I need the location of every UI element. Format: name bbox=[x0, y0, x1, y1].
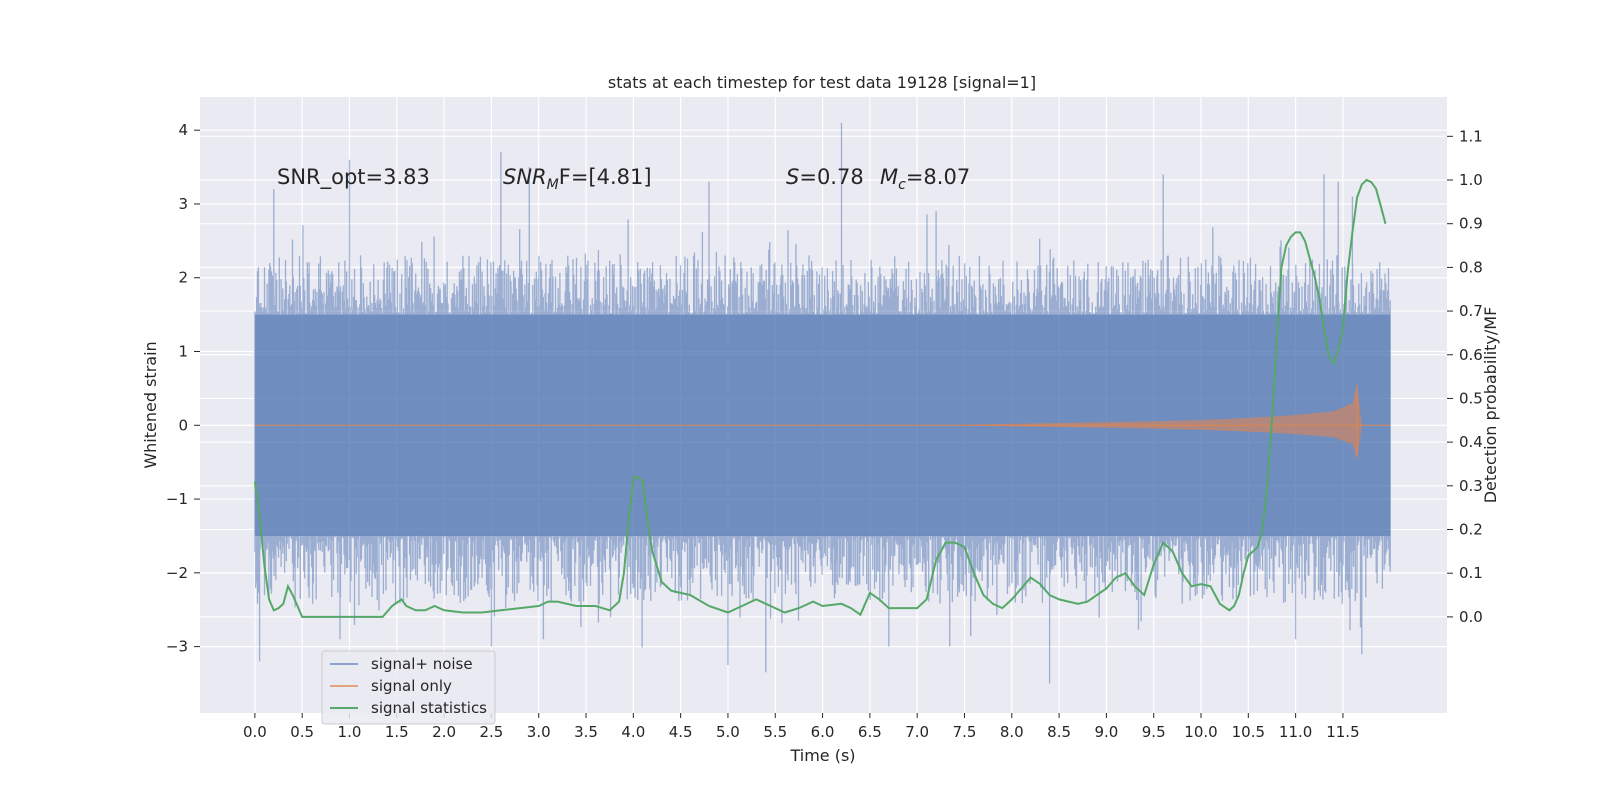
s-annotation: S=0.78 bbox=[786, 165, 864, 189]
x-tick-label: 4.5 bbox=[669, 723, 693, 741]
x-tick-label: 4.0 bbox=[621, 723, 645, 741]
x-tick-label: 6.5 bbox=[858, 723, 882, 741]
x-tick-label: 2.5 bbox=[479, 723, 503, 741]
y-ticks-right: 1.1 1.0 0.9 0.8 0.7 0.6 0.5 0.4 0.3 0.2 0.1 0.0 bbox=[1447, 127, 1483, 626]
x-tick-label: 1.5 bbox=[385, 723, 409, 741]
x-tick-label: 3.5 bbox=[574, 723, 598, 741]
chart-title: stats at each timestep for test data 191… bbox=[608, 73, 1036, 92]
legend-box bbox=[321, 650, 496, 725]
y-tick-label-left: −2 bbox=[166, 564, 188, 582]
y-tick-label-right: 0.9 bbox=[1459, 215, 1483, 233]
signal-statistics-line bbox=[253, 178, 1387, 618]
snr-mf-main: SNR bbox=[503, 165, 547, 189]
y-tick-label-right: 0.0 bbox=[1459, 608, 1483, 626]
legend-label-signal-statistics: signal statistics bbox=[371, 699, 487, 717]
legend: signal+ noise signal only signal statist… bbox=[321, 650, 496, 725]
y-tick-label-left: 0 bbox=[178, 416, 188, 434]
y-tick-label-left: 1 bbox=[178, 343, 188, 361]
x-tick-label: 1.0 bbox=[338, 723, 362, 741]
y-tick-label-left: 2 bbox=[178, 269, 188, 287]
x-tick-label: 0.5 bbox=[290, 723, 314, 741]
y-tick-label-right: 0.5 bbox=[1459, 389, 1483, 407]
x-tick-label: 3.0 bbox=[527, 723, 551, 741]
x-axis-label: Time (s) bbox=[789, 746, 855, 765]
x-tick-label: 6.0 bbox=[811, 723, 835, 741]
y-tick-label-left: −3 bbox=[166, 638, 188, 656]
x-tick-label: 10.0 bbox=[1184, 723, 1217, 741]
y-tick-label-right: 0.1 bbox=[1459, 564, 1483, 582]
y-tick-label-right: 0.7 bbox=[1459, 302, 1483, 320]
x-tick-label: 0.0 bbox=[243, 723, 267, 741]
signal-only-series bbox=[254, 384, 1391, 460]
y-tick-label-right: 1.0 bbox=[1459, 171, 1483, 189]
x-tick-label: 5.5 bbox=[763, 723, 787, 741]
mc-sub: c bbox=[898, 177, 906, 193]
snr-mf-rest: F=[4.81] bbox=[559, 165, 652, 189]
y-ticks-left: 4 3 2 1 0 −1 −2 −3 bbox=[166, 121, 200, 656]
x-tick-label: 7.5 bbox=[953, 723, 977, 741]
mc-label: M bbox=[880, 165, 898, 189]
y-tick-label-left: 4 bbox=[178, 121, 188, 139]
x-tick-label: 10.5 bbox=[1232, 723, 1265, 741]
snr-mf-annotation: SNRMF=[4.81] bbox=[503, 165, 652, 193]
x-ticks: 0.0 0.5 1.0 1.5 2.0 2.5 3.0 3.5 4.0 4.5 5.0 5.5 6.0 6… bbox=[243, 713, 1360, 741]
mc-annotation: Mc=8.07 bbox=[880, 165, 970, 193]
chirp-envelope bbox=[964, 384, 1362, 460]
legend-label-signal-noise: signal+ noise bbox=[371, 655, 473, 673]
s-value: =0.78 bbox=[799, 165, 863, 189]
y-tick-label-right: 0.3 bbox=[1459, 477, 1483, 495]
x-tick-label: 8.0 bbox=[1000, 723, 1024, 741]
mc-value: =8.07 bbox=[906, 165, 970, 189]
x-tick-label: 11.0 bbox=[1279, 723, 1312, 741]
y-axis-label-left: Whitened strain bbox=[141, 341, 160, 468]
x-tick-label: 9.5 bbox=[1142, 723, 1166, 741]
s-label: S bbox=[786, 165, 799, 189]
legend-label-signal-only: signal only bbox=[371, 677, 452, 695]
y-tick-label-left: −1 bbox=[166, 490, 188, 508]
y-tick-label-right: 0.6 bbox=[1459, 346, 1483, 364]
y-tick-label-left: 3 bbox=[178, 195, 188, 213]
x-tick-label: 2.0 bbox=[432, 723, 456, 741]
x-tick-label: 5.0 bbox=[716, 723, 740, 741]
x-tick-label: 11.5 bbox=[1326, 723, 1359, 741]
y-tick-label-right: 0.8 bbox=[1459, 258, 1483, 276]
y-tick-label-right: 0.2 bbox=[1459, 521, 1483, 539]
snr-opt-annotation: SNR_opt=3.83 bbox=[277, 165, 430, 190]
snr-mf-sub: M bbox=[547, 177, 559, 193]
y-axis-label-right: Detection probability/MF bbox=[1481, 307, 1500, 504]
x-tick-label: 7.0 bbox=[905, 723, 929, 741]
x-tick-label: 9.0 bbox=[1094, 723, 1118, 741]
y-tick-label-right: 0.4 bbox=[1459, 433, 1483, 451]
y-tick-label-right: 1.1 bbox=[1459, 127, 1483, 145]
x-tick-label: 8.5 bbox=[1047, 723, 1071, 741]
